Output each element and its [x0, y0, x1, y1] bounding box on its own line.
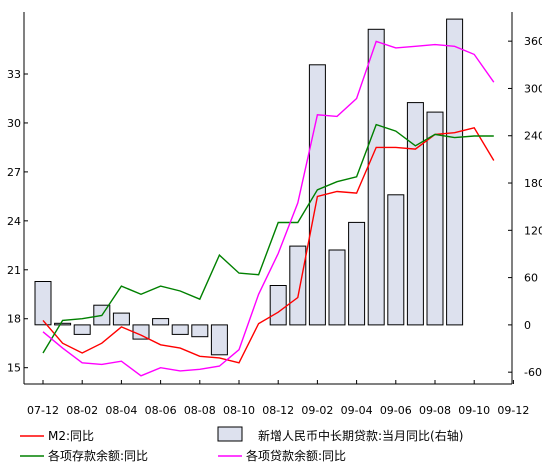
- right-tick-label-0: -60: [524, 366, 542, 379]
- bar-7: [171, 324, 189, 335]
- bar-18: [387, 194, 405, 326]
- x-tick-label-4: 08-08: [184, 404, 216, 417]
- left-tick-label-1: 18: [7, 313, 21, 326]
- series-line-magenta: [42, 40, 495, 377]
- legend-label-1: 新增人民币中长期贷款:当月同比(右轴): [258, 428, 463, 443]
- right-tick-label-7: 360: [524, 35, 542, 48]
- legend-label-2: 各项存款余额:同比: [48, 448, 148, 463]
- right-tick-label-3: 120: [524, 224, 542, 237]
- bar-13: [289, 245, 307, 326]
- left-tick-label-5: 30: [7, 117, 21, 130]
- x-tick-label-1: 08-02: [66, 404, 98, 417]
- series-line-red: [42, 126, 495, 364]
- right-tick-label-4: 180: [524, 177, 542, 190]
- legend-swatch-bar: [217, 426, 243, 442]
- x-tick-label-8: 09-04: [341, 404, 373, 417]
- right-tick-label-1: 0: [524, 319, 531, 332]
- bar-1: [54, 322, 72, 326]
- right-tick-label-2: 60: [524, 272, 538, 285]
- bar-21: [446, 18, 464, 326]
- bar-0: [34, 281, 52, 326]
- bar-16: [348, 221, 366, 326]
- bar-6: [152, 318, 170, 326]
- bar-12: [269, 285, 287, 326]
- line-series: [42, 40, 495, 377]
- right-tick-label-6: 300: [524, 82, 542, 95]
- x-tick-label-0: 07-12: [27, 404, 59, 417]
- bar-4: [112, 312, 130, 326]
- legend: M2:同比 新增人民币中长期贷款:当月同比(右轴) 各项存款余额:同比 各项贷款余额:…: [20, 426, 463, 463]
- legend-label-0: M2:同比: [48, 429, 94, 443]
- bar-2: [73, 324, 91, 335]
- left-tick-label-2: 21: [7, 264, 21, 277]
- axes: 15 18 21 24 27 30 33 -60 0 60 120 180 240 300 360 07-12…: [7, 12, 542, 417]
- x-tick-label-11: 09-10: [458, 404, 490, 417]
- legend-label-3: 各项贷款余额:同比: [246, 448, 346, 463]
- x-tick-label-2: 08-04: [105, 404, 137, 417]
- x-tick-label-10: 09-08: [419, 404, 451, 417]
- left-tick-label-4: 27: [7, 166, 21, 179]
- bar-20: [426, 111, 444, 326]
- x-tick-label-5: 08-10: [223, 404, 255, 417]
- left-tick-label-0: 15: [7, 362, 21, 375]
- x-tick-label-6: 08-12: [262, 404, 294, 417]
- bar-8: [191, 324, 209, 338]
- bar-17: [367, 28, 385, 326]
- x-tick-label-3: 08-06: [145, 404, 177, 417]
- bar-9: [210, 324, 228, 356]
- x-tick-label-12: 09-12: [497, 404, 529, 417]
- x-tick-label-9: 09-06: [380, 404, 412, 417]
- bar-15: [328, 249, 346, 326]
- right-tick-label-5: 240: [524, 130, 542, 143]
- x-tick-label-7: 09-02: [301, 404, 333, 417]
- bar-19: [406, 102, 424, 326]
- left-tick-label-3: 24: [7, 215, 21, 228]
- left-tick-label-6: 33: [7, 68, 21, 81]
- series-line-green: [42, 123, 494, 354]
- bar-series: [34, 18, 464, 356]
